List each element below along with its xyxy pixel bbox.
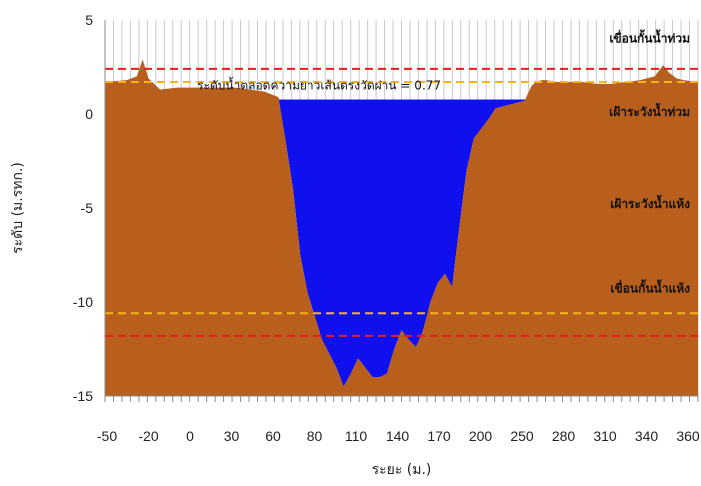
x-tick-label: 200: [469, 428, 493, 444]
reference-lines-layer: ระดับน้ำตลอดความยาวเส้นตรงวัดผ่าน = 0.77: [105, 67, 698, 337]
ground-profile-layer: [105, 59, 698, 396]
x-tick-label: 280: [552, 428, 576, 444]
x-tick-label: 310: [593, 428, 617, 444]
x-tick-label: -20: [138, 428, 158, 444]
water-level-label: ระดับน้ำตลอดความยาวเส้นตรงวัดผ่าน = 0.77: [197, 77, 441, 93]
annotations-layer: เขื่อนกั้นน้ำท่วมเฝ้าระวังน้ำท่วมเฝ้าระว…: [609, 29, 690, 296]
x-tick-label: 30: [224, 428, 240, 444]
y-axis-title: ระดับ (ม.รทก.): [10, 162, 26, 254]
x-tick-label: 250: [510, 428, 534, 444]
zone-annotation: เฝ้าระวังน้ำท่วม: [609, 102, 690, 119]
x-tick-label: 110: [345, 428, 368, 444]
y-tick-label: 5: [85, 12, 93, 28]
water-area: [264, 99, 537, 387]
zone-annotation: เฝ้าระวังน้ำแห้ง: [610, 194, 690, 211]
x-tick-label: 340: [635, 428, 659, 444]
x-tick-label: 170: [427, 428, 451, 444]
y-tick-label: -15: [73, 388, 93, 404]
x-tick-label: -50: [97, 428, 117, 444]
water-area-layer: [264, 99, 537, 387]
y-tick-label: 0: [85, 106, 93, 122]
x-tick-label: 360: [676, 428, 700, 444]
ground-profile-area: [105, 59, 698, 396]
axes-layer: [104, 20, 699, 402]
x-tick-label: 140: [386, 428, 410, 444]
x-tick-label: 0: [186, 428, 194, 444]
x-tick-label: 60: [265, 428, 281, 444]
y-tick-label: -10: [73, 294, 93, 310]
x-axis-title: ระยะ (ม.): [372, 462, 432, 478]
zone-annotation: เขื่อนกั้นน้ำท่วม: [609, 29, 690, 46]
zone-annotation: เขื่อนกั้นน้ำแห้ง: [610, 279, 690, 296]
tick-labels-layer: 5 0 -5 -10 -15 -50 -20 0 30 60 80 110 140 170 200 250 28…: [73, 12, 700, 444]
x-tick-label: 80: [307, 428, 323, 444]
y-tick-label: -5: [81, 200, 94, 216]
